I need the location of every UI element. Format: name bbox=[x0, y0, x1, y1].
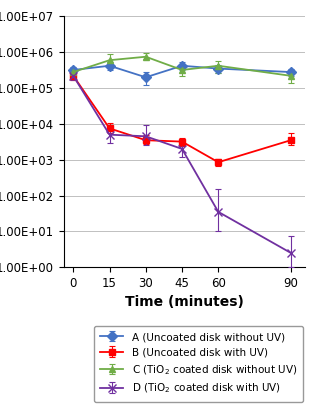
Legend: A (Uncoated disk without UV), B (Uncoated disk with UV), C (TiO$_2$ coated disk : A (Uncoated disk without UV), B (Uncoate… bbox=[94, 326, 303, 402]
X-axis label: Time (minutes): Time (minutes) bbox=[125, 296, 244, 309]
